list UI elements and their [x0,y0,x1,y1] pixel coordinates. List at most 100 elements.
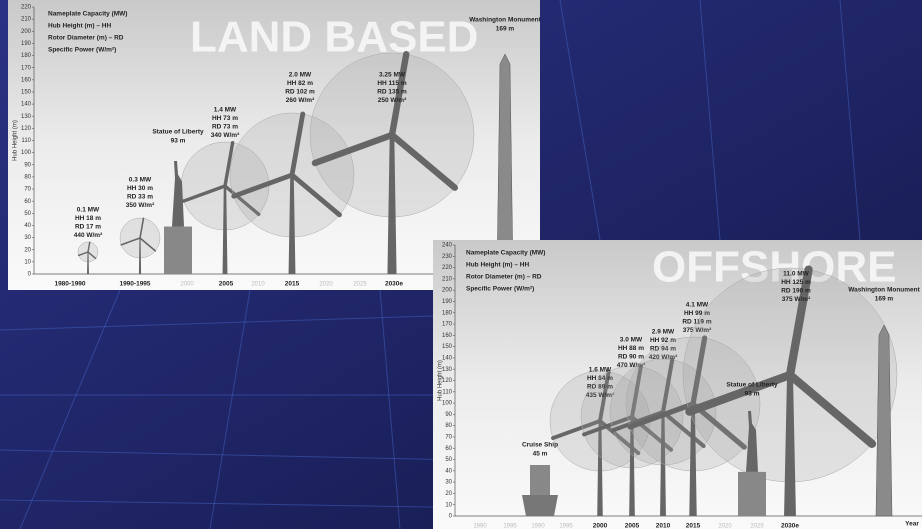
landmark-label: Cruise Ship [522,442,558,449]
legend-line: Hub Height (m) – HH [466,262,529,269]
tower [138,238,142,274]
landmark-label: 169 m [496,26,515,33]
y-tick-label: 0 [28,272,32,278]
y-tick-label: 210 [442,276,453,282]
x-label: 2020 [319,282,333,288]
y-tick-label: 60 [445,446,452,452]
turbine-label: 435 W/m² [586,392,615,399]
blade [87,251,97,260]
y-tick-label: 180 [21,53,32,59]
y-tick-label: 160 [442,333,453,339]
x-label: 2000 [593,523,608,529]
y-tick-label: 220 [442,265,453,271]
x-label: 2030e [385,281,403,288]
turbine-label: 340 W/m² [211,132,240,139]
y-tick-label: 140 [442,355,453,361]
turbine-label: 440 W/m² [74,232,103,239]
y-tick-label: 170 [21,65,32,71]
turbine-label: HH 125 m [781,279,811,286]
blade [388,131,459,191]
x-label: 2015 [285,281,300,288]
y-tick-label: 70 [445,435,452,441]
landmark-label: 169 m [875,296,894,303]
legend-line: Specific Power (W/m²) [466,286,534,293]
turbine-label: 2.0 MW [289,72,312,79]
x-label: 1990 [473,524,487,529]
y-axis-label: Hub Height (m) [13,120,19,161]
turbine-label: HH 99 m [684,310,710,317]
tower [784,375,796,516]
x-label: 2015 [686,523,701,529]
turbine-label: RD 17 m [75,224,101,231]
blade [660,357,675,415]
blade [77,251,89,257]
turbine-label: 4.1 MW [686,302,709,309]
y-tick-label: 150 [442,344,453,350]
turbine-label: 375 W/m² [683,327,712,334]
landmark-label: Statue of Liberty [726,382,778,389]
turbine-label: 375 W/m² [782,296,811,303]
blade [120,237,141,246]
turbine-label: HH 88 m [618,345,644,352]
blade [139,217,145,239]
landmark-label: 93 m [171,138,186,145]
turbine-label: RD 89 m [587,384,613,391]
x-label: 2010 [656,523,671,529]
x-title: Year [905,521,919,528]
turbine-label: HH 18 m [75,215,101,222]
y-tick-label: 20 [445,491,452,497]
y-tick-label: 40 [24,223,31,229]
y-tick-label: 100 [21,150,32,156]
turbine-label: 0.3 MW [129,177,152,184]
watermark: OFFSHORE [652,243,896,292]
turbine-label: RD 135 m [377,89,407,96]
tower [629,417,635,516]
legend-line: Nameplate Capacity (MW) [48,11,127,18]
turbine-label: RD 33 m [127,194,153,201]
turbine-label: 250 W/m² [378,97,407,104]
y-tick-label: 110 [442,389,452,395]
y-tick-label: 120 [21,126,32,132]
panel-background [433,240,922,529]
tower [222,186,228,274]
y-tick-label: 150 [21,90,32,96]
turbine-label: RD 94 m [650,346,676,353]
pedestal [738,471,766,516]
x-label: 2005 [625,523,640,529]
turbine-label: 11.0 MW [783,271,810,278]
blade [598,369,611,423]
y-axis-label: Hub Height (m) [438,360,444,401]
y-tick-label: 160 [21,77,32,83]
y-tick-label: 120 [442,378,453,384]
turbine-label: HH 115 m [377,80,406,87]
y-tick-label: 40 [445,468,452,474]
turbine-label: 2.9 MW [652,329,675,336]
turbine-label: 1.6 MW [589,367,612,374]
y-tick-label: 200 [442,288,453,294]
turbine-label: HH 92 m [650,337,676,344]
blade [223,140,235,188]
y-tick-label: 10 [445,502,452,508]
blade [785,265,813,380]
y-tick-label: 50 [24,211,31,217]
turbine-label: HH 82 m [287,80,313,87]
tower [597,421,603,516]
turbine-label: 350 W/m² [126,202,155,209]
y-tick-label: 70 [24,187,31,193]
turbine-label: 1.4 MW [214,107,237,114]
blade [223,184,261,216]
y-tick-label: 230 [442,254,453,260]
landmark-label: 93 m [745,391,760,398]
x-label: 2030e [781,523,799,529]
y-tick-label: 220 [21,5,32,11]
y-tick-label: 140 [21,102,32,108]
blade [627,401,696,430]
turbine-label: 3.25 MW [379,72,406,79]
y-tick-label: 180 [442,310,453,316]
x-label: 2010 [251,282,265,288]
turbine-label: HH 30 m [127,185,153,192]
turbine-label: HH 73 m [212,115,238,122]
monument [875,324,893,517]
blade [690,335,708,407]
x-label: 1995 [503,524,517,529]
